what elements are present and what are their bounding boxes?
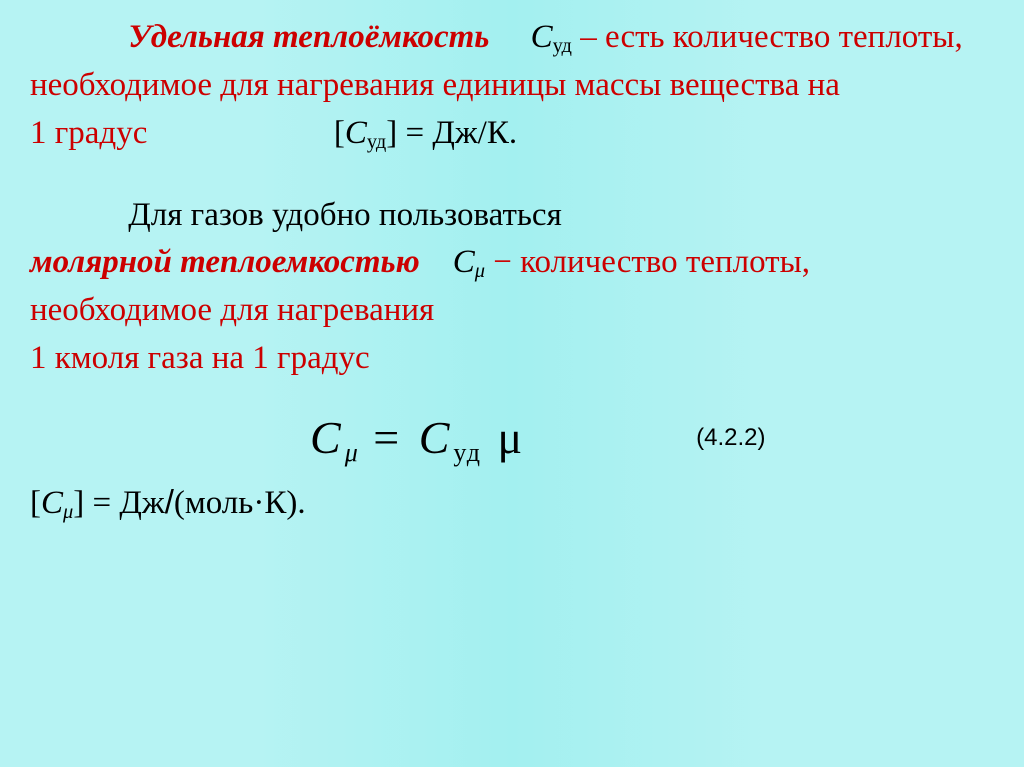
definition-specific-heat: Удельная теплоёмкость Суд – есть количес… — [30, 14, 994, 158]
formula-r1-sub: уд — [453, 438, 482, 467]
term-molar-heat: молярной теплоемкостью — [30, 244, 420, 280]
unit-close: ] = Дж/К. — [386, 115, 517, 151]
unit-sym: С — [345, 115, 367, 151]
equation-number: (4.2.2) — [696, 421, 765, 456]
formula-eq: = — [358, 412, 419, 463]
unit2-sym: С — [41, 485, 63, 521]
unit-molar: [Сμ] = Дж/(моль·К). — [30, 478, 994, 528]
unit-open: [ — [334, 115, 345, 151]
symbol-c: С — [531, 19, 553, 55]
unit2-rest: (моль·К). — [174, 485, 306, 521]
formula-lhs-sub: μ — [345, 438, 358, 467]
formula-r2: μ — [482, 412, 526, 463]
formula: Сμ = Суд μ — [310, 405, 526, 472]
dash-2: − — [493, 244, 520, 280]
definition-molar-heat: Для газов удобно пользоваться молярной т… — [30, 192, 994, 383]
formula-lhs: С — [310, 412, 345, 463]
formula-row: Сμ = Суд μ (4.2.2) — [30, 405, 994, 472]
unit-sub: уд — [367, 131, 386, 153]
symbol-cmu-sub: μ — [475, 260, 485, 282]
symbol-c-sub: уд — [553, 35, 572, 57]
def-text-1b: 1 градус — [30, 115, 147, 151]
slash-icon: / — [165, 483, 174, 520]
def-text-2b: 1 кмоля газа на 1 градус — [30, 340, 370, 376]
dash-1: – — [580, 19, 605, 55]
unit2-sub: μ — [63, 501, 73, 523]
formula-r1: С — [419, 412, 454, 463]
unit2-close: ] = Дж — [73, 485, 164, 521]
lead-text: Для газов удобно пользоваться — [128, 197, 562, 233]
symbol-cmu: С — [453, 244, 475, 280]
unit2-open: [ — [30, 485, 41, 521]
term-specific-heat: Удельная теплоёмкость — [128, 19, 489, 55]
